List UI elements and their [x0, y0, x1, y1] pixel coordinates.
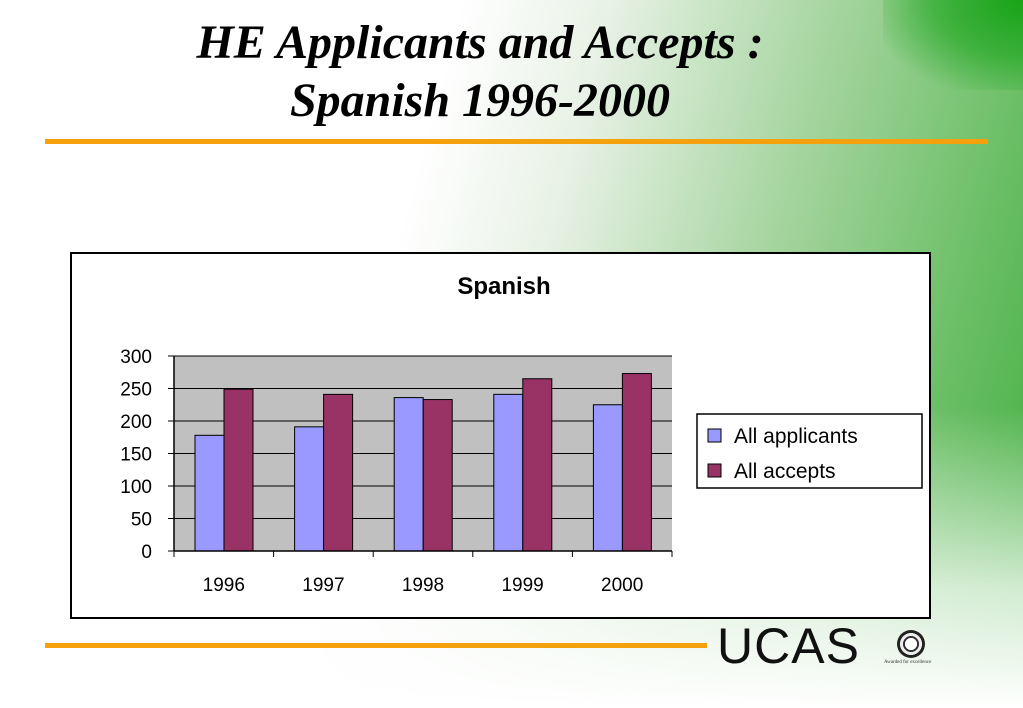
legend-label-applicants: All applicants: [734, 425, 858, 448]
top-divider: [45, 139, 988, 144]
bar-accepts-2000: [621, 373, 652, 552]
legend-swatch-applicants: [707, 428, 722, 443]
x-tick-label-2000: 2000: [601, 575, 643, 596]
y-tick-label-300: 300: [120, 347, 152, 368]
chart-container: Spanish 0 50 100 150 200 250 300 1996 1997 1998 199…: [70, 252, 931, 619]
legend-swatch-accepts: [707, 463, 722, 478]
ucas-logo: UCAS: [717, 618, 860, 674]
bar-applicants-1997: [294, 426, 325, 552]
y-tick-label-150: 150: [120, 445, 152, 466]
bar-accepts-1996: [223, 388, 254, 552]
legend: [696, 413, 923, 489]
bar-chart: Spanish 0 50 100 150 200 250 300 1996 1997 1998 199…: [120, 273, 923, 596]
x-tick-label-1996: 1996: [203, 575, 245, 596]
y-tick-label-200: 200: [120, 412, 152, 433]
bar-accepts-1997: [323, 393, 354, 552]
legend-label-accepts: All accepts: [734, 460, 836, 483]
bar-applicants-1996: [194, 434, 225, 552]
slide-title: HE Applicants and Accepts : Spanish 1996…: [0, 14, 960, 130]
seal-caption: Awarded for excellence: [884, 660, 932, 665]
bar-applicants-1998: [393, 397, 424, 552]
chart-title: Spanish: [457, 273, 550, 300]
y-tick-label-100: 100: [120, 477, 152, 498]
slide-title-line-2: Spanish 1996-2000: [289, 74, 671, 127]
slide-title-line-1: HE Applicants and Accepts :: [196, 16, 764, 69]
award-seal-icon: [897, 630, 925, 658]
y-tick-label-50: 50: [131, 510, 152, 531]
bar-accepts-1998: [422, 399, 453, 552]
x-tick-label-1997: 1997: [302, 575, 344, 596]
background-corner: [883, 0, 1023, 90]
y-tick-label-0: 0: [141, 542, 152, 563]
bar-applicants-1999: [493, 393, 524, 552]
y-tick-label-250: 250: [120, 380, 152, 401]
bar-accepts-1999: [522, 378, 553, 552]
bar-applicants-2000: [592, 404, 623, 552]
x-tick-label-1999: 1999: [501, 575, 543, 596]
x-tick-label-1998: 1998: [402, 575, 444, 596]
bottom-divider: [45, 643, 707, 648]
